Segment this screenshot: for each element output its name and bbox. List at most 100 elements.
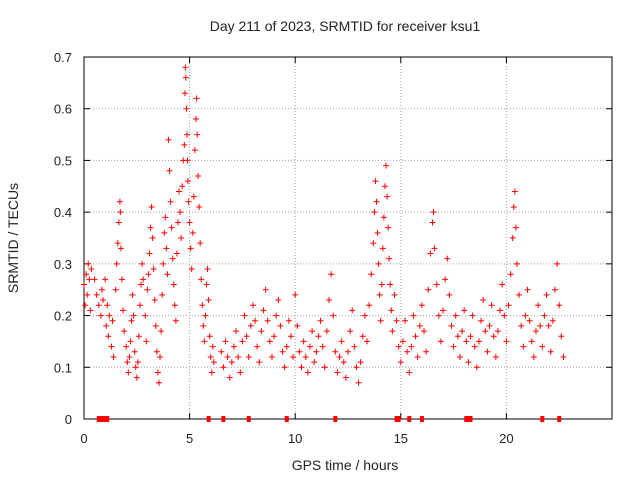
data-point (176, 188, 183, 195)
data-point (106, 312, 113, 319)
data-point (143, 338, 150, 345)
data-point (116, 198, 123, 205)
data-point (233, 328, 240, 335)
data-point (351, 343, 358, 350)
data-point (132, 364, 139, 371)
data-point (338, 338, 345, 345)
data-point (554, 260, 561, 267)
data-point (332, 348, 339, 355)
data-point (110, 353, 117, 360)
data-point (473, 364, 480, 371)
data-point (433, 281, 440, 288)
data-point (501, 312, 508, 319)
data-point (266, 338, 273, 345)
data-point (208, 369, 215, 376)
data-point (146, 250, 153, 257)
data-point (160, 260, 167, 267)
data-point (281, 364, 288, 371)
data-point (256, 359, 263, 366)
data-point (169, 255, 176, 262)
data-point (442, 276, 449, 283)
data-point (245, 353, 252, 360)
data-point (505, 302, 512, 309)
gap-marker (419, 416, 424, 422)
data-point (287, 333, 294, 340)
data-point (467, 333, 474, 340)
data-point (380, 214, 387, 221)
data-point (112, 286, 119, 293)
data-point (133, 374, 140, 381)
data-point (117, 209, 124, 216)
data-point (268, 353, 275, 360)
gap-markers (96, 416, 562, 422)
data-point (463, 338, 470, 345)
data-point (130, 312, 137, 319)
data-point (376, 291, 383, 298)
data-point (408, 343, 415, 350)
y-tick-label: 0.6 (54, 102, 72, 117)
data-point (95, 302, 102, 309)
data-point (179, 183, 186, 190)
data-point (193, 95, 200, 102)
data-point (184, 131, 191, 138)
data-point (192, 116, 199, 123)
data-point (475, 338, 482, 345)
data-point (526, 317, 533, 324)
data-point (349, 307, 356, 314)
data-point (81, 281, 87, 288)
data-point (243, 333, 250, 340)
data-point (104, 302, 111, 309)
data-point (88, 266, 95, 273)
data-point (218, 348, 225, 355)
data-point (387, 281, 394, 288)
data-point (490, 333, 497, 340)
data-point (323, 328, 330, 335)
data-point (414, 353, 421, 360)
y-tick-label: 0.2 (54, 309, 72, 324)
data-point (285, 317, 292, 324)
data-point (429, 219, 436, 226)
data-point (271, 333, 278, 340)
data-point (86, 276, 93, 283)
data-point (361, 312, 368, 319)
data-point (328, 271, 335, 278)
data-point (298, 364, 305, 371)
data-point (134, 359, 141, 366)
data-point (161, 229, 168, 236)
gap-marker (407, 416, 412, 422)
data-point (140, 276, 147, 283)
data-point (114, 240, 121, 247)
data-point (364, 338, 371, 345)
data-point (109, 317, 116, 324)
data-point (516, 291, 523, 298)
data-point (551, 286, 558, 293)
gap-marker (464, 416, 469, 422)
data-point (249, 302, 256, 309)
gap-marker (540, 416, 545, 422)
data-point (357, 359, 364, 366)
axis-ticks: 0 5 10 15 20 0 0.1 0.2 0.3 0.4 0.5 0.6 0.7 (54, 50, 612, 446)
data-point (83, 271, 90, 278)
data-point (302, 353, 309, 360)
gap-marker (96, 416, 101, 422)
data-point (126, 353, 133, 360)
data-point (85, 260, 92, 267)
data-point (378, 281, 385, 288)
data-point (377, 317, 384, 324)
data-point (136, 302, 143, 309)
data-point (158, 328, 165, 335)
data-point (115, 219, 122, 226)
data-point (182, 74, 189, 81)
data-point (446, 291, 453, 298)
data-point (388, 307, 395, 314)
data-point (194, 131, 201, 138)
data-point (168, 224, 175, 231)
data-point (448, 322, 455, 329)
data-point (207, 353, 214, 360)
y-tick-label: 0.5 (54, 153, 72, 168)
data-point (182, 64, 189, 71)
data-point (262, 286, 269, 293)
data-point (558, 333, 565, 340)
data-point (372, 178, 379, 185)
